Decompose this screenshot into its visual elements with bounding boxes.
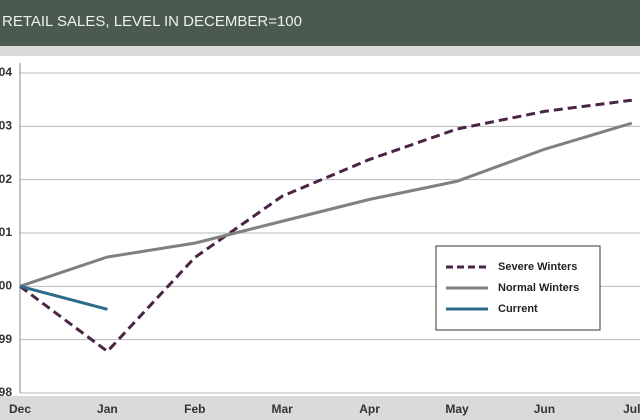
series-line [19, 98, 632, 354]
x-tick-label: Jul [623, 402, 640, 416]
x-tick-label: Feb [184, 402, 205, 416]
y-tick-label: 101 [0, 225, 12, 239]
y-tick-label: 104 [0, 65, 12, 79]
chart-title: RETAIL SALES, LEVEL IN DECEMBER=100 [2, 13, 302, 30]
x-tick-label: Dec [9, 402, 31, 416]
header-bar [0, 0, 640, 46]
y-tick-label: 103 [0, 119, 12, 133]
x-tick-label: Jun [534, 402, 555, 416]
legend-label: Normal Winters [498, 282, 579, 294]
y-tick-label: 99 [0, 332, 12, 346]
legend-label: Current [498, 303, 538, 315]
y-tick-label: 102 [0, 172, 12, 186]
legend-label: Severe Winters [498, 261, 577, 273]
y-tick-label: 98 [0, 385, 12, 399]
x-tick-label: Mar [272, 402, 294, 416]
series-line [19, 284, 108, 311]
legend-box [435, 245, 601, 331]
x-tick-label: Apr [359, 402, 380, 416]
y-tick-label: 100 [0, 279, 12, 293]
series-line [19, 121, 633, 288]
x-tick-label: May [445, 402, 469, 416]
x-tick-label: Jan [97, 402, 118, 416]
plot-area [0, 56, 640, 396]
